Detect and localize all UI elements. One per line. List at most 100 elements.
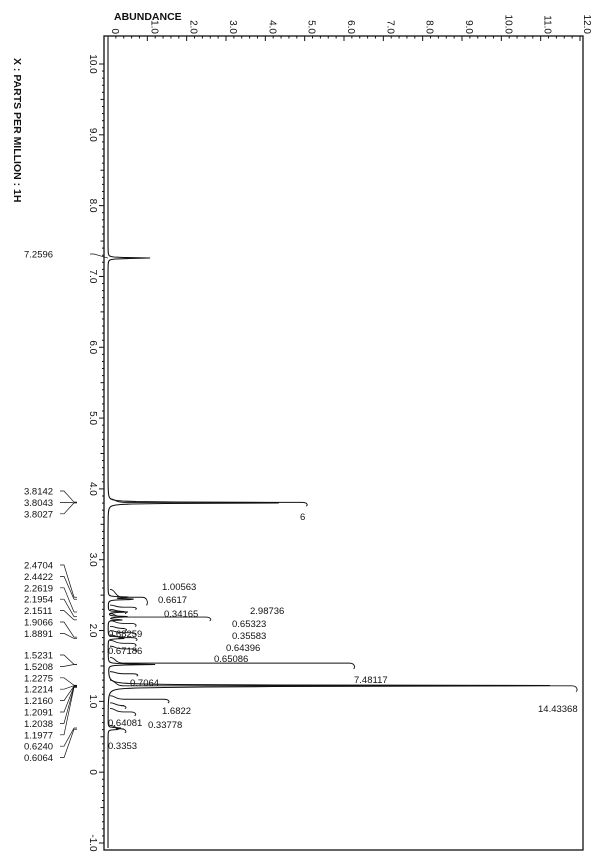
integral-curve — [109, 625, 128, 631]
peak-label: 1.2275 — [24, 673, 53, 684]
peak-label: 1.1977 — [24, 730, 53, 741]
peak-label: 1.2160 — [24, 696, 53, 707]
peak-label: 1.2091 — [24, 708, 53, 719]
peak-leader — [60, 729, 75, 758]
peak-label: 2.4422 — [24, 572, 53, 583]
peak-label: 1.5208 — [24, 662, 53, 673]
integral-curve — [109, 707, 137, 716]
ppm-tick-label: 4.0 — [87, 482, 98, 496]
integral-label: 6 — [300, 512, 305, 523]
peak-leader — [60, 686, 75, 713]
integral-label: 0.33778 — [148, 720, 182, 731]
ppm-tick-label: 2.0 — [87, 624, 98, 638]
peak-label: 3.8142 — [24, 487, 53, 498]
integral-curve — [109, 604, 137, 610]
abundance-tick-label: 4.0 — [266, 20, 277, 34]
peak-leader — [60, 490, 75, 503]
peak-leader — [60, 598, 75, 617]
integral-curve — [109, 608, 127, 614]
abundance-axis-label: ABUNDANCE — [114, 11, 182, 23]
ppm-tick-label: 6.0 — [87, 340, 98, 354]
peak-label: 7.2596 — [24, 250, 53, 261]
peak-label: 0.6064 — [24, 753, 53, 764]
abundance-tick-label: 3.0 — [227, 20, 238, 34]
ppm-axis-label: X : PARTS PER MILLION : 1H — [11, 58, 23, 202]
ppm-tick-label: 5.0 — [87, 411, 98, 425]
integral-label: 0.35583 — [232, 631, 266, 642]
integral-label: 1.00563 — [162, 582, 196, 593]
peak-leader — [60, 564, 75, 598]
integral-curve — [109, 589, 148, 606]
integral-label: 0.65086 — [214, 654, 248, 665]
integral-curve — [109, 620, 137, 627]
integral-curve — [109, 679, 578, 692]
peak-leader — [60, 664, 75, 667]
integral-label: 0.34165 — [164, 609, 198, 620]
integral-label: 7.48117 — [354, 675, 388, 686]
abundance-tick-label: 1.0 — [148, 20, 159, 34]
integral-curve — [109, 695, 170, 704]
integral-curve — [109, 702, 127, 709]
integral-label: 0.3353 — [108, 741, 137, 752]
peak-label: 2.2619 — [24, 583, 53, 594]
peak-label: 2.1954 — [24, 595, 53, 606]
integral-annotations: 6 1.00563 0.6617 0.34165 2.98736 0.653230.355… — [108, 498, 578, 752]
peak-leader — [60, 633, 75, 639]
abundance-tick-label: 11.0 — [542, 15, 553, 34]
peak-leader — [60, 685, 75, 701]
integral-label: 0.64081 — [108, 718, 142, 729]
peak-label: 1.5231 — [24, 651, 53, 662]
abundance-tick-label: 10.0 — [502, 15, 513, 35]
abundance-tick-label: 7.0 — [384, 20, 395, 34]
integral-curve — [109, 498, 308, 507]
integral-curve — [109, 645, 138, 653]
peak-leader — [60, 687, 75, 736]
integral-curve — [109, 630, 137, 636]
integral-label: 0.68259 — [108, 629, 142, 640]
abundance-tick-label: 6.0 — [345, 20, 356, 34]
abundance-tick-label: 5.0 — [306, 20, 317, 34]
peak-label: 1.8891 — [24, 629, 53, 640]
integral-curve — [109, 613, 212, 622]
ppm-tick-label: -1.0 — [87, 834, 98, 852]
integral-label: 2.98736 — [250, 606, 284, 617]
peak-leader — [60, 727, 75, 747]
peak-leader — [90, 253, 109, 259]
peak-label: 3.8043 — [24, 498, 53, 509]
ppm-tick-label: 9.0 — [87, 128, 98, 142]
ppm-tick-label: 10.0 — [87, 54, 98, 74]
peak-leader — [60, 654, 75, 665]
abundance-tick-label: 8.0 — [424, 20, 435, 34]
abundance-tick-label: 12.0 — [581, 15, 592, 35]
integral-label: 0.64396 — [226, 643, 260, 654]
axis-ticks: 0 1.0 2.0 3.0 4.0 5.0 6.0 7.0 8.0 9.0 10.0 11.0 12.0… — [87, 15, 592, 853]
ppm-tick-label: 8.0 — [87, 199, 98, 213]
peak-label: 3.8027 — [24, 509, 53, 520]
integral-curve — [109, 724, 127, 733]
peak-label: 1.9066 — [24, 618, 53, 629]
integral-curve — [109, 640, 137, 647]
peak-leader — [60, 502, 75, 515]
peak-label: 2.1511 — [24, 606, 52, 617]
ppm-tick-label: 0 — [87, 769, 98, 775]
integral-label: 0.6617 — [158, 595, 187, 606]
ppm-tick-label: 7.0 — [87, 270, 98, 284]
spectrum-trace — [107, 38, 551, 848]
peak-leader — [60, 677, 75, 686]
integral-label: 14.43368 — [538, 704, 578, 715]
peak-label: 1.2038 — [24, 719, 53, 730]
spectrum-line — [107, 38, 551, 848]
peak-leader — [60, 576, 75, 600]
peak-leader — [60, 587, 75, 613]
integral-label: 0.65323 — [232, 619, 266, 630]
peak-leader — [60, 621, 75, 638]
abundance-tick-label: 2.0 — [188, 20, 199, 34]
peak-leader — [60, 610, 75, 621]
integral-curve — [109, 671, 139, 677]
integral-label: 0.7064 — [130, 678, 159, 689]
ppm-tick-label: 1.0 — [87, 694, 98, 708]
peak-leader — [60, 685, 75, 690]
integral-curve — [109, 657, 356, 670]
